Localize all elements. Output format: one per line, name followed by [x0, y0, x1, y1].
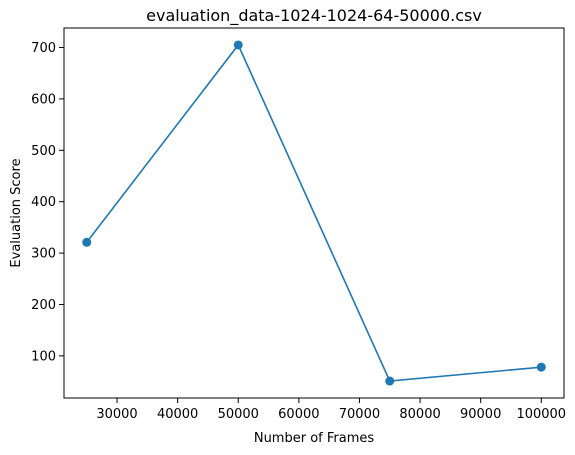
y-axis-title: Evaluation Score [9, 158, 24, 267]
x-tick-label: 70000 [339, 407, 380, 422]
x-tick-label: 80000 [399, 407, 440, 422]
y-tick-label: 300 [31, 247, 56, 262]
y-tick-label: 400 [31, 195, 56, 210]
y-tick-label: 700 [31, 41, 56, 56]
x-axis: 30000 40000 50000 60000 70000 80000 90000 10000… [96, 398, 566, 422]
x-tick-label: 100000 [516, 407, 566, 422]
y-tick-label: 600 [31, 92, 56, 107]
x-tick-label: 60000 [278, 407, 319, 422]
y-axis: 100 200 300 400 500 600 700 [31, 41, 64, 364]
x-tick-label: 90000 [460, 407, 501, 422]
data-point [537, 363, 546, 372]
data-point [82, 238, 91, 247]
x-tick-label: 50000 [218, 407, 259, 422]
data-point [385, 377, 394, 386]
chart-title: evaluation_data-1024-1024-64-50000.csv [146, 6, 482, 26]
y-tick-label: 100 [31, 349, 56, 364]
x-tick-label: 30000 [96, 407, 137, 422]
x-axis-title: Number of Frames [254, 431, 375, 446]
y-tick-label: 200 [31, 298, 56, 313]
data-point [234, 40, 243, 49]
y-tick-label: 500 [31, 144, 56, 159]
x-tick-label: 40000 [157, 407, 198, 422]
